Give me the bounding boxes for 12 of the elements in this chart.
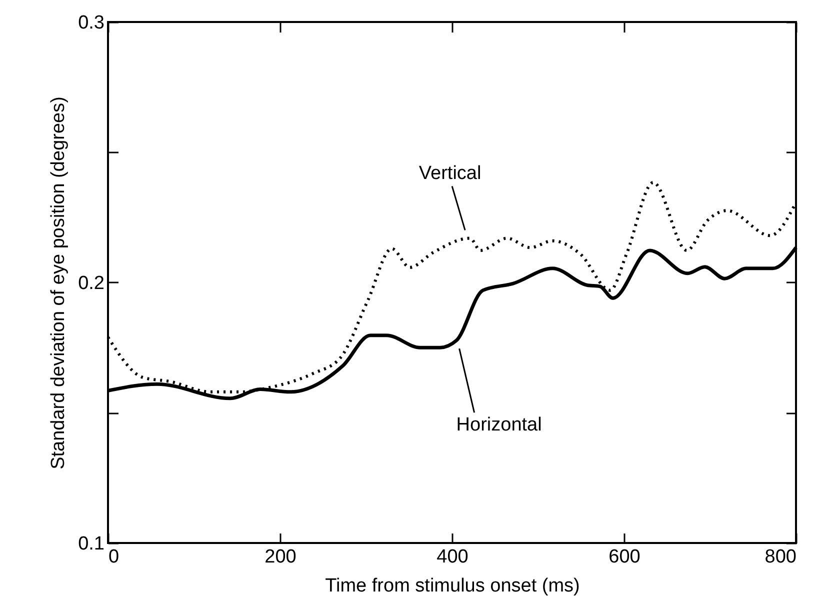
y-tick-label: 0.2: [78, 273, 104, 294]
text: Vertical: [418, 163, 482, 184]
x-tick-label: 0: [108, 546, 120, 568]
x-axis-title: Time from stimulus onset (ms): [325, 576, 580, 596]
y-tick-label: 0.3: [78, 12, 104, 34]
x-tick-label: 200: [264, 546, 296, 568]
x-tick-label: 800: [764, 546, 796, 568]
y-tick-label: 0.1: [78, 534, 104, 554]
y-axis-title: Standard deviation of eye position (degrees): [48, 96, 70, 470]
x-tick-label: 400: [436, 546, 468, 568]
text: Horizontal: [456, 414, 542, 436]
x-tick-label: 600: [608, 546, 640, 568]
